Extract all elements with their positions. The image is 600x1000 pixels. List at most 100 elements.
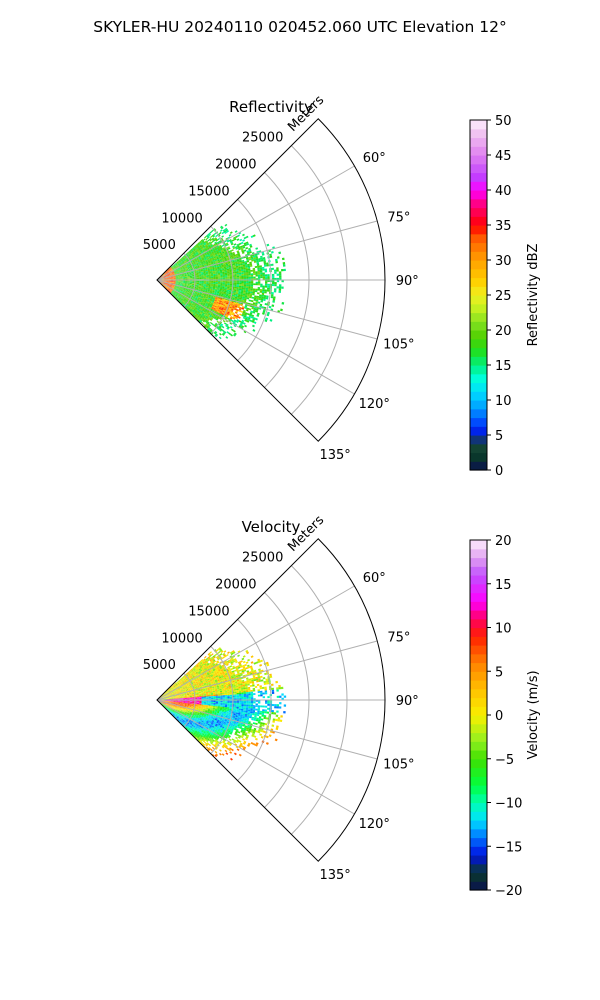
data-cell xyxy=(247,289,251,292)
data-cell xyxy=(222,276,226,278)
data-cell xyxy=(215,287,218,289)
data-cell xyxy=(262,287,265,290)
data-cell xyxy=(210,282,214,284)
data-cell xyxy=(212,286,216,289)
data-cell xyxy=(200,261,204,264)
data-cell xyxy=(269,255,273,259)
data-cell xyxy=(200,286,204,289)
data-cell xyxy=(185,289,189,291)
data-cell xyxy=(222,272,225,275)
data-cell xyxy=(229,273,232,275)
data-cell xyxy=(257,269,260,272)
data-cell xyxy=(241,282,244,285)
colorbar-segment xyxy=(470,260,487,270)
data-cell xyxy=(265,680,269,683)
data-cell xyxy=(191,254,195,257)
data-cell xyxy=(242,292,246,294)
data-cell xyxy=(165,275,168,277)
data-cell xyxy=(194,254,197,257)
data-cell xyxy=(207,243,210,246)
data-cell xyxy=(201,281,204,283)
data-cell xyxy=(204,655,207,659)
data-cell xyxy=(182,284,185,286)
data-cell xyxy=(234,285,237,287)
data-cell xyxy=(166,271,169,274)
data-cell xyxy=(180,258,183,261)
data-cell xyxy=(208,281,211,283)
data-cell xyxy=(198,248,202,251)
data-cell xyxy=(210,240,214,244)
data-cell xyxy=(203,272,206,274)
data-cell xyxy=(243,272,247,274)
data-cell xyxy=(249,684,253,687)
data-cell xyxy=(250,281,254,284)
data-cell xyxy=(179,271,182,273)
data-cell xyxy=(237,294,241,297)
data-cell xyxy=(194,266,198,269)
data-cell xyxy=(242,246,246,249)
data-cell xyxy=(209,243,213,246)
data-cell xyxy=(163,278,167,279)
data-cell xyxy=(272,282,275,285)
data-cell xyxy=(202,260,206,263)
data-cell xyxy=(275,260,278,264)
data-cell xyxy=(255,254,258,258)
data-cell xyxy=(238,271,242,273)
data-cell xyxy=(246,275,249,277)
data-cell xyxy=(167,274,171,276)
data-cell xyxy=(236,251,240,254)
data-cell xyxy=(168,282,171,283)
data-cell xyxy=(276,277,280,280)
data-cell xyxy=(200,250,203,253)
data-cell xyxy=(161,277,164,279)
data-cell xyxy=(224,253,228,256)
data-cell xyxy=(186,264,189,267)
data-cell xyxy=(172,267,175,270)
data-cell xyxy=(204,264,207,267)
data-cell xyxy=(255,271,258,274)
data-cell xyxy=(241,657,245,661)
data-cell xyxy=(167,269,170,271)
data-cell xyxy=(170,274,173,276)
data-cell xyxy=(254,295,257,298)
data-cell xyxy=(250,276,254,279)
data-cell xyxy=(196,284,199,286)
data-cell xyxy=(244,324,248,328)
data-cell xyxy=(199,282,202,284)
data-cell xyxy=(206,282,209,284)
data-cell xyxy=(201,248,205,251)
data-cell xyxy=(203,273,206,275)
data-cell xyxy=(173,283,176,284)
data-cell xyxy=(189,284,192,286)
data-cell xyxy=(162,274,165,276)
data-cell xyxy=(240,293,243,296)
data-cell xyxy=(174,272,177,274)
data-cell xyxy=(204,252,207,255)
colorbar-tick-label: 5 xyxy=(495,429,503,444)
data-cell xyxy=(211,251,215,254)
data-cell xyxy=(219,287,223,290)
data-cell xyxy=(177,282,181,283)
data-cell xyxy=(243,287,246,290)
data-cell xyxy=(212,285,216,288)
data-cell xyxy=(187,277,190,279)
data-cell xyxy=(257,292,260,295)
data-cell xyxy=(203,261,206,264)
data-cell xyxy=(234,273,237,275)
data-cell xyxy=(213,296,216,298)
data-cell xyxy=(219,288,223,291)
data-cell xyxy=(212,297,216,299)
data-cell xyxy=(201,275,204,277)
data-cell xyxy=(264,276,268,279)
data-cell xyxy=(198,261,201,264)
data-cell xyxy=(198,273,202,275)
data-cell xyxy=(174,285,178,287)
data-cell xyxy=(195,247,198,250)
data-cell xyxy=(189,278,193,279)
data-cell xyxy=(276,269,279,272)
data-cell xyxy=(186,285,190,287)
data-cell xyxy=(215,270,218,272)
data-cell xyxy=(205,285,209,287)
data-cell xyxy=(203,246,206,249)
data-cell xyxy=(195,261,199,264)
